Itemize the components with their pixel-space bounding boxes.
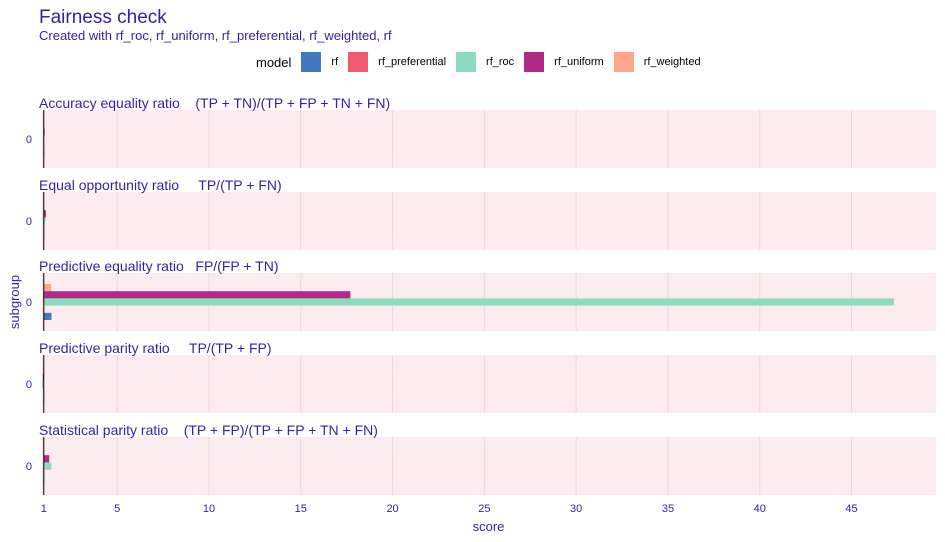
- chart-title: Fairness check: [39, 7, 167, 28]
- panel-label: Statistical parity ratio (TP + FP)/(TP +…: [39, 422, 378, 438]
- panel-background: [41, 437, 936, 495]
- bar-rf-roc: [43, 217, 46, 225]
- bar-rf: [43, 312, 52, 320]
- panel-label: Equal opportunity ratio TP/(TP + FN): [39, 177, 282, 193]
- x-tick-label: 1: [41, 503, 47, 515]
- legend-label-rf-roc: rf_roc: [486, 56, 515, 68]
- bar-rf-roc: [43, 462, 52, 470]
- panel-label: Predictive parity ratio TP/(TP + FP): [39, 340, 272, 356]
- legend-label-rf: rf: [331, 56, 339, 68]
- panel-background: [41, 110, 936, 168]
- y-axis-title: subgroup: [7, 275, 22, 329]
- bar-rf-uniform: [43, 455, 50, 463]
- x-tick-label: 45: [845, 503, 857, 515]
- x-tick-label: 30: [570, 503, 582, 515]
- bar-rf-roc: [43, 298, 894, 306]
- bar-rf-uniform: [43, 210, 46, 218]
- legend-label-rf-uniform: rf_uniform: [554, 56, 604, 68]
- legend-item-rf-preferential: rf_preferential: [348, 52, 446, 72]
- x-tick-label: 35: [662, 503, 674, 515]
- x-tick-label: 10: [203, 503, 215, 515]
- x-tick-label: 20: [386, 503, 398, 515]
- legend-swatch-rf-uniform: [524, 52, 545, 72]
- panel-background: [41, 355, 936, 413]
- y-tick-label: 0: [26, 461, 32, 473]
- bar-rf-uniform: [43, 291, 351, 299]
- legend-item-rf-uniform: rf_uniform: [524, 52, 604, 72]
- chart-subtitle: Created with rf_roc, rf_uniform, rf_pref…: [39, 28, 392, 43]
- legend-label-rf-preferential: rf_preferential: [378, 56, 447, 68]
- legend-swatch-rf-preferential: [348, 52, 369, 72]
- panel-label: Predictive equality ratio FP/(FP + TN): [39, 258, 279, 274]
- y-tick-label: 0: [26, 134, 32, 146]
- y-tick-label: 0: [26, 216, 32, 228]
- legend-item-rf: rf: [301, 52, 338, 72]
- legend-swatch-rf-roc: [456, 52, 477, 72]
- legend-label-rf-weighted: rf_weighted: [643, 56, 701, 68]
- bar-rf-weighted: [43, 284, 52, 292]
- y-tick-label: 0: [26, 297, 32, 309]
- y-tick-label: 0: [26, 379, 32, 391]
- legend-item-rf-roc: rf_roc: [456, 52, 514, 72]
- legend-title: model: [256, 54, 292, 70]
- legend-item-rf-weighted: rf_weighted: [613, 52, 701, 72]
- legend-swatch-rf: [301, 52, 322, 72]
- legend-swatch-rf-weighted: [613, 52, 634, 72]
- x-tick-label: 40: [754, 503, 766, 515]
- bar-rf-roc: [41, 380, 44, 388]
- x-axis-title: score: [473, 519, 505, 534]
- x-tick-label: 5: [114, 503, 120, 515]
- legend: model rf rf_preferential rf_roc rf_unifo…: [256, 50, 711, 74]
- x-tick-label: 25: [478, 503, 490, 515]
- panel-label: Accuracy equality ratio (TP + TN)/(TP + …: [39, 95, 390, 111]
- x-tick-label: 15: [295, 503, 307, 515]
- panel-background: [41, 192, 936, 250]
